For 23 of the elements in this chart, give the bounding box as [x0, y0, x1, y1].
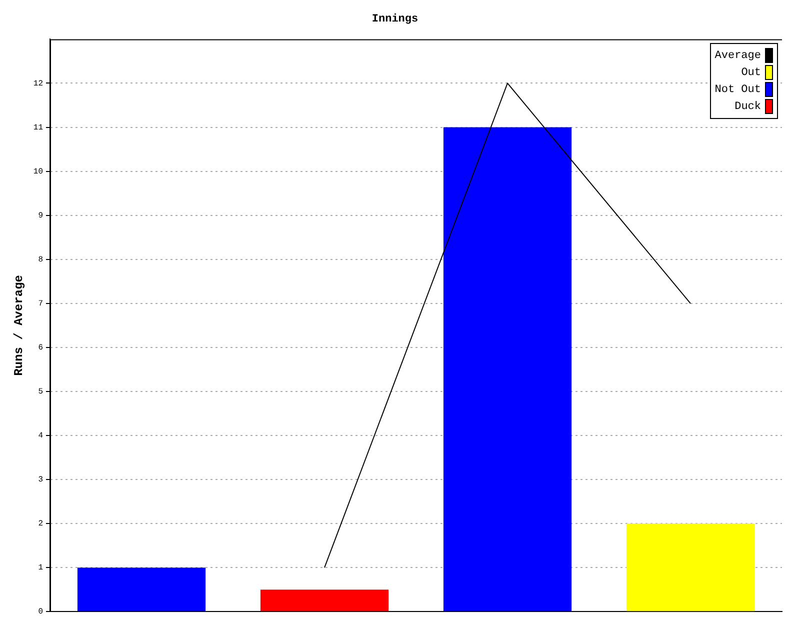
y-tick-label: 8 — [38, 255, 44, 264]
y-tick-label: 12 — [33, 79, 44, 88]
y-tick-label: 0 — [38, 608, 44, 617]
y-tick-label: 5 — [38, 388, 44, 397]
y-tick-label: 3 — [38, 476, 44, 485]
y-tick-label: 9 — [38, 211, 44, 220]
y-tick-label: 7 — [38, 300, 44, 309]
legend-label: Not Out — [714, 84, 761, 96]
chart-title: Innings — [372, 13, 418, 26]
legend-label: Out — [741, 66, 761, 79]
legend-label: Average — [714, 50, 761, 62]
bar — [77, 568, 206, 612]
y-tick-label: 1 — [38, 564, 44, 573]
y-tick-label: 4 — [38, 432, 44, 441]
bar — [443, 127, 572, 612]
y-tick-label: 11 — [33, 123, 44, 132]
bar — [626, 524, 755, 612]
y-tick-label: 10 — [33, 167, 44, 176]
y-tick-label: 2 — [38, 520, 44, 529]
y-axis-title: Runs / Average — [12, 274, 26, 376]
y-tick-label: 6 — [38, 344, 44, 353]
bar — [260, 590, 389, 612]
legend-label: Duck — [734, 100, 761, 113]
